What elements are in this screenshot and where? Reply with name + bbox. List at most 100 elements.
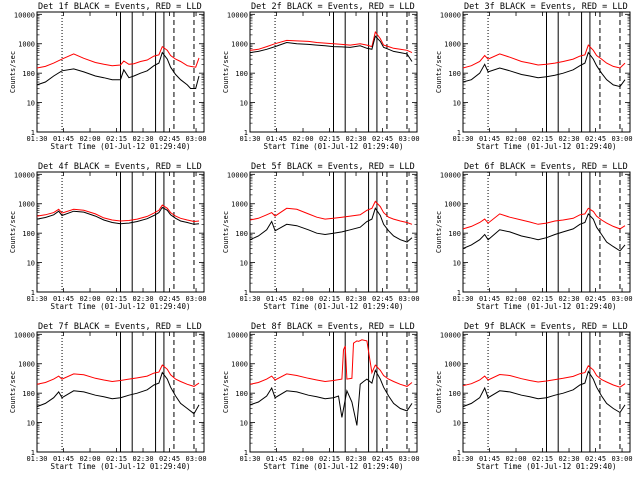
x-axis-label: Start Time (01-Jul-12 01:29:40) (264, 142, 404, 151)
x-tick-label: 02:15 (319, 135, 340, 143)
panel-title: Det 4f BLACK = Events, RED = LLD (38, 162, 202, 172)
x-tick-label: 02:45 (585, 455, 606, 463)
y-tick-label: 1 (457, 449, 461, 457)
y-tick-label: 10 (27, 260, 35, 268)
panel-title: Det 7f BLACK = Events, RED = LLD (38, 322, 202, 332)
x-axis-label: Start Time (01-Jul-12 01:29:40) (477, 302, 617, 311)
x-tick-label: 01:30 (26, 295, 47, 303)
panel-title: Det 2f BLACK = Events, RED = LLD (251, 2, 415, 12)
y-tick-label: 100 (448, 230, 461, 238)
x-axis-label: Start Time (01-Jul-12 01:29:40) (51, 142, 191, 151)
x-tick-label: 02:45 (159, 135, 180, 143)
y-tick-label: 10000 (440, 331, 461, 339)
x-tick-label: 02:15 (319, 295, 340, 303)
y-axis-label: Counts/sec (435, 51, 443, 93)
panel-det-6f: Det 6f BLACK = Events, RED = LLD 1 10 100 10… (435, 162, 633, 311)
panel-det-2f: Det 2f BLACK = Events, RED = LLD 1 10 100 10… (222, 2, 420, 151)
x-tick-label: 02:00 (292, 295, 313, 303)
y-tick-label: 1000 (231, 361, 248, 369)
x-tick-label: 02:15 (532, 135, 553, 143)
x-tick-label: 02:00 (505, 135, 526, 143)
x-tick-label: 01:30 (26, 455, 47, 463)
y-tick-label: 10 (27, 420, 35, 428)
x-tick-label: 02:15 (106, 135, 127, 143)
y-tick-label: 100 (235, 230, 248, 238)
lld-series-line (462, 365, 626, 388)
x-tick-label: 02:30 (132, 135, 153, 143)
events-series-line (36, 371, 200, 415)
x-tick-label: 01:30 (239, 295, 260, 303)
x-tick-label: 01:45 (266, 295, 287, 303)
x-axis-label: Start Time (01-Jul-12 01:29:40) (264, 462, 404, 471)
y-tick-label: 10 (453, 420, 461, 428)
x-tick-label: 02:45 (159, 295, 180, 303)
x-tick-label: 02:30 (558, 295, 579, 303)
x-tick-label: 03:00 (186, 135, 207, 143)
x-tick-label: 02:15 (106, 455, 127, 463)
panel-title: Det 1f BLACK = Events, RED = LLD (38, 2, 202, 12)
events-series-line (462, 370, 626, 414)
panel-det-4f: Det 4f BLACK = Events, RED = LLD 1 10 100 10… (9, 162, 207, 311)
x-axis-label: Start Time (01-Jul-12 01:29:40) (264, 302, 404, 311)
y-tick-label: 10 (240, 420, 248, 428)
x-tick-label: 02:15 (319, 455, 340, 463)
y-tick-label: 1 (457, 289, 461, 297)
y-tick-label: 10000 (227, 11, 248, 19)
panel-title: Det 8f BLACK = Events, RED = LLD (251, 322, 415, 332)
y-tick-label: 1000 (444, 361, 461, 369)
x-tick-label: 02:00 (505, 455, 526, 463)
y-tick-label: 1000 (231, 41, 248, 49)
x-tick-label: 02:00 (79, 135, 100, 143)
x-tick-label: 03:00 (399, 135, 420, 143)
y-tick-label: 1 (31, 289, 35, 297)
x-tick-label: 03:00 (612, 455, 633, 463)
x-tick-label: 02:15 (532, 455, 553, 463)
y-tick-label: 1 (31, 449, 35, 457)
events-series-line (249, 368, 413, 426)
y-tick-label: 1 (244, 449, 248, 457)
events-series-line (249, 35, 413, 62)
y-axis-label: Counts/sec (435, 211, 443, 253)
x-tick-label: 03:00 (399, 455, 420, 463)
x-axis-label: Start Time (01-Jul-12 01:29:40) (477, 462, 617, 471)
panel-title: Det 5f BLACK = Events, RED = LLD (251, 162, 415, 172)
panel-title: Det 3f BLACK = Events, RED = LLD (464, 2, 628, 12)
x-tick-label: 02:30 (132, 295, 153, 303)
x-axis-label: Start Time (01-Jul-12 01:29:40) (51, 302, 191, 311)
x-tick-label: 01:45 (53, 295, 74, 303)
y-tick-label: 1000 (18, 361, 35, 369)
y-tick-label: 100 (448, 390, 461, 398)
x-tick-label: 02:45 (585, 135, 606, 143)
events-series-line (249, 207, 413, 243)
x-tick-label: 02:30 (558, 135, 579, 143)
y-axis-label: Counts/sec (9, 51, 17, 93)
y-tick-label: 100 (22, 230, 35, 238)
x-tick-label: 02:45 (372, 295, 393, 303)
x-tick-label: 01:30 (452, 135, 473, 143)
x-tick-label: 01:45 (53, 455, 74, 463)
x-tick-label: 01:30 (452, 455, 473, 463)
lld-series-line (249, 30, 413, 54)
y-tick-label: 10 (27, 100, 35, 108)
x-tick-label: 01:45 (479, 455, 500, 463)
x-axis-label: Start Time (01-Jul-12 01:29:40) (51, 462, 191, 471)
lld-series-line (249, 339, 413, 387)
x-tick-label: 02:30 (132, 455, 153, 463)
y-tick-label: 1000 (18, 201, 35, 209)
lld-series-line (462, 44, 626, 69)
x-tick-label: 01:45 (266, 455, 287, 463)
y-axis-label: Counts/sec (9, 371, 17, 413)
x-tick-label: 03:00 (186, 295, 207, 303)
y-tick-label: 10 (453, 260, 461, 268)
x-tick-label: 02:30 (558, 455, 579, 463)
panel-det-1f: Det 1f BLACK = Events, RED = LLD 1 10 100 10… (9, 2, 207, 151)
y-tick-label: 10000 (14, 331, 35, 339)
y-tick-label: 100 (448, 70, 461, 78)
x-tick-label: 03:00 (612, 295, 633, 303)
x-tick-label: 01:30 (26, 135, 47, 143)
y-axis-label: Counts/sec (222, 211, 230, 253)
events-series-line (462, 212, 626, 252)
x-tick-label: 02:00 (79, 455, 100, 463)
y-tick-label: 10000 (14, 171, 35, 179)
